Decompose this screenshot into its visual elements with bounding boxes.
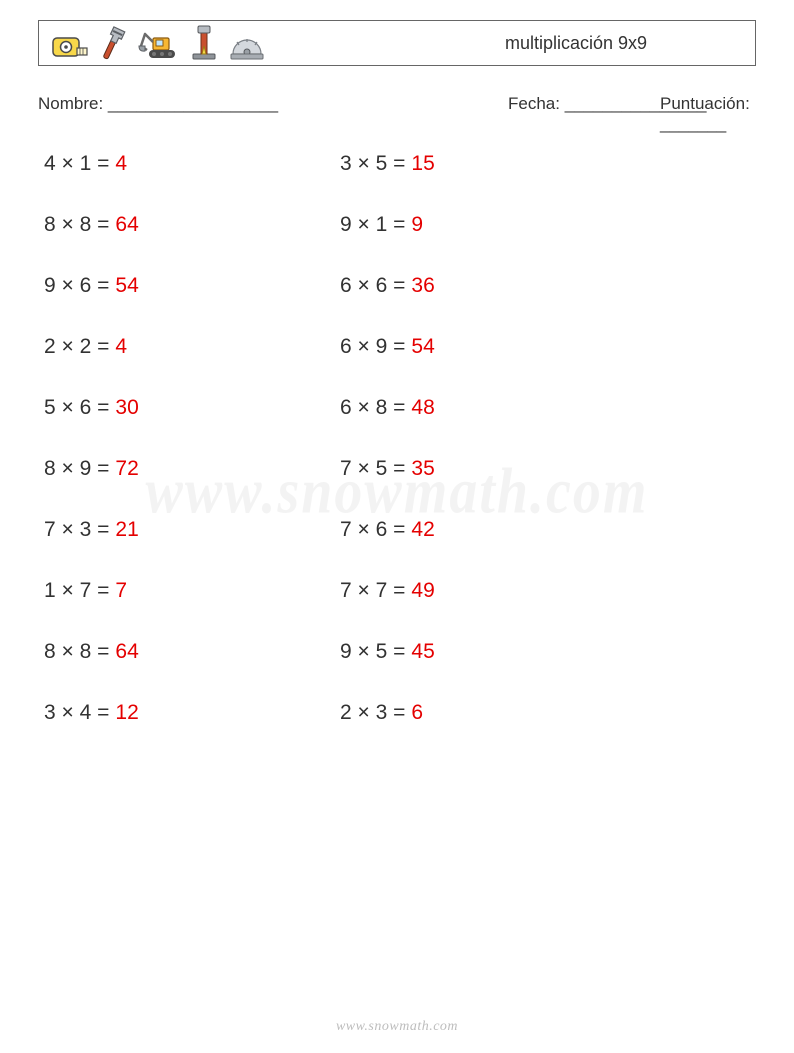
problem-answer: 45 <box>411 640 434 664</box>
problem-answer: 48 <box>411 396 434 420</box>
header-icons <box>49 24 267 62</box>
problems-column-2: 3 × 5 = 159 × 1 = 96 × 6 = 366 × 9 = 546… <box>340 146 435 756</box>
problem-expression: 8 × 8 = <box>44 213 109 237</box>
problem-answer: 36 <box>411 274 434 298</box>
problem-answer: 72 <box>115 457 138 481</box>
problem-expression: 7 × 6 = <box>340 518 405 542</box>
problem-row: 3 × 4 = 12 <box>44 695 139 756</box>
footer-url: www.snowmath.com <box>0 1019 794 1035</box>
problem-row: 8 × 8 = 64 <box>44 634 139 695</box>
excavator-icon <box>137 26 181 62</box>
worksheet-title: multiplicación 9x9 <box>397 33 755 54</box>
worksheet-page: multiplicación 9x9 Nombre: _____________… <box>0 0 794 1053</box>
problem-expression: 2 × 2 = <box>44 335 109 359</box>
problem-answer: 21 <box>115 518 138 542</box>
tape-measure-icon <box>49 28 89 62</box>
problem-answer: 6 <box>411 701 423 725</box>
problem-expression: 4 × 1 = <box>44 152 109 176</box>
circular-saw-icon <box>227 26 267 62</box>
drill-press-icon <box>189 24 219 62</box>
problem-row: 6 × 9 = 54 <box>340 329 435 390</box>
score-field: Puntuación: _______ <box>660 94 756 134</box>
problem-expression: 6 × 6 = <box>340 274 405 298</box>
problem-row: 4 × 1 = 4 <box>44 146 139 207</box>
problem-expression: 3 × 4 = <box>44 701 109 725</box>
problem-expression: 7 × 5 = <box>340 457 405 481</box>
problem-answer: 54 <box>115 274 138 298</box>
problem-row: 7 × 5 = 35 <box>340 451 435 512</box>
problem-expression: 9 × 1 = <box>340 213 405 237</box>
problem-answer: 30 <box>115 396 138 420</box>
problem-answer: 7 <box>115 579 127 603</box>
problem-answer: 15 <box>411 152 434 176</box>
problem-expression: 3 × 5 = <box>340 152 405 176</box>
problem-answer: 42 <box>411 518 434 542</box>
problem-row: 2 × 3 = 6 <box>340 695 435 756</box>
problem-expression: 8 × 8 = <box>44 640 109 664</box>
problems-column-1: 4 × 1 = 48 × 8 = 649 × 6 = 542 × 2 = 45 … <box>44 146 139 756</box>
problem-row: 5 × 6 = 30 <box>44 390 139 451</box>
problem-expression: 8 × 9 = <box>44 457 109 481</box>
problem-expression: 9 × 5 = <box>340 640 405 664</box>
problem-row: 8 × 9 = 72 <box>44 451 139 512</box>
problem-expression: 6 × 9 = <box>340 335 405 359</box>
problem-row: 3 × 5 = 15 <box>340 146 435 207</box>
problem-row: 7 × 3 = 21 <box>44 512 139 573</box>
problem-row: 1 × 7 = 7 <box>44 573 139 634</box>
problem-row: 8 × 8 = 64 <box>44 207 139 268</box>
problem-answer: 64 <box>115 640 138 664</box>
pipe-wrench-icon <box>97 24 129 62</box>
header-box: multiplicación 9x9 <box>38 20 756 66</box>
problem-answer: 4 <box>115 152 127 176</box>
problem-expression: 7 × 3 = <box>44 518 109 542</box>
problem-expression: 1 × 7 = <box>44 579 109 603</box>
problem-answer: 12 <box>115 701 138 725</box>
problem-row: 9 × 5 = 45 <box>340 634 435 695</box>
problem-row: 9 × 6 = 54 <box>44 268 139 329</box>
problem-expression: 6 × 8 = <box>340 396 405 420</box>
problem-answer: 64 <box>115 213 138 237</box>
problem-answer: 54 <box>411 335 434 359</box>
problem-expression: 2 × 3 = <box>340 701 405 725</box>
problem-row: 2 × 2 = 4 <box>44 329 139 390</box>
problem-row: 7 × 6 = 42 <box>340 512 435 573</box>
problem-answer: 35 <box>411 457 434 481</box>
problem-row: 6 × 6 = 36 <box>340 268 435 329</box>
problem-answer: 49 <box>411 579 434 603</box>
problem-expression: 5 × 6 = <box>44 396 109 420</box>
problem-row: 7 × 7 = 49 <box>340 573 435 634</box>
problem-expression: 9 × 6 = <box>44 274 109 298</box>
problem-expression: 7 × 7 = <box>340 579 405 603</box>
problem-row: 6 × 8 = 48 <box>340 390 435 451</box>
problem-answer: 4 <box>115 335 127 359</box>
name-field: Nombre: __________________ <box>38 94 278 114</box>
problem-row: 9 × 1 = 9 <box>340 207 435 268</box>
problem-answer: 9 <box>411 213 423 237</box>
